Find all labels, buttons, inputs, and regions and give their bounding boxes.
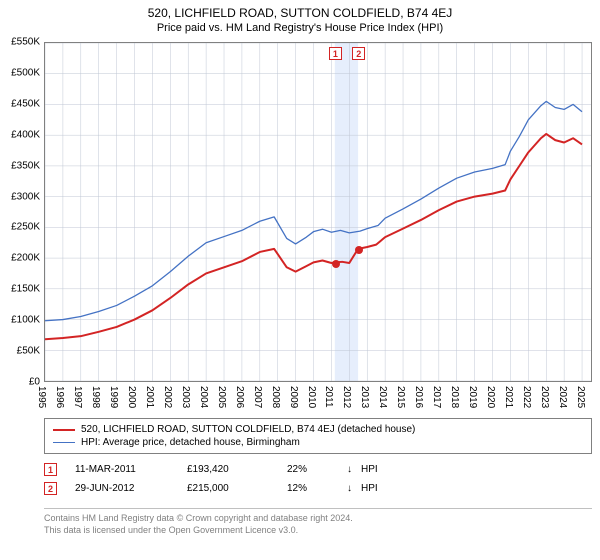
sale-pct: 22% bbox=[287, 464, 347, 475]
x-tick-label: 1998 bbox=[90, 386, 101, 408]
legend-label: 520, LICHFIELD ROAD, SUTTON COLDFIELD, B… bbox=[81, 424, 415, 435]
y-tick-label: £350K bbox=[11, 160, 40, 171]
x-tick-label: 2001 bbox=[144, 386, 155, 408]
sale-comparator: HPI bbox=[361, 483, 592, 494]
footnote-line: Contains HM Land Registry data © Crown c… bbox=[44, 513, 592, 525]
x-tick-label: 2003 bbox=[180, 386, 191, 408]
x-tick-label: 2007 bbox=[252, 386, 263, 408]
x-tick-label: 1999 bbox=[108, 386, 119, 408]
y-tick-label: £250K bbox=[11, 222, 40, 233]
x-tick-label: 2025 bbox=[575, 386, 586, 408]
legend-row: HPI: Average price, detached house, Birm… bbox=[53, 436, 583, 449]
sale-marker-box: 2 bbox=[352, 47, 365, 60]
x-tick-label: 2018 bbox=[449, 386, 460, 408]
sale-date: 11-MAR-2011 bbox=[57, 464, 187, 475]
footnote: Contains HM Land Registry data © Crown c… bbox=[44, 508, 592, 536]
plot: 12 bbox=[44, 42, 592, 382]
x-tick-label: 2020 bbox=[485, 386, 496, 408]
x-tick-label: 2023 bbox=[539, 386, 550, 408]
sale-comparator: HPI bbox=[361, 464, 592, 475]
legend-box: 520, LICHFIELD ROAD, SUTTON COLDFIELD, B… bbox=[44, 418, 592, 454]
legend-label: HPI: Average price, detached house, Birm… bbox=[81, 437, 300, 448]
x-tick-label: 2000 bbox=[126, 386, 137, 408]
legend-swatch bbox=[53, 442, 75, 443]
chart-title: 520, LICHFIELD ROAD, SUTTON COLDFIELD, B… bbox=[0, 6, 600, 20]
sale-marker-box: 1 bbox=[44, 463, 57, 476]
x-tick-label: 2008 bbox=[270, 386, 281, 408]
sale-info-row: 111-MAR-2011£193,42022%↓HPI bbox=[44, 460, 592, 479]
down-arrow-icon: ↓ bbox=[347, 483, 361, 494]
sale-marker-box: 2 bbox=[44, 482, 57, 495]
x-tick-label: 2019 bbox=[467, 386, 478, 408]
x-tick-label: 2010 bbox=[306, 386, 317, 408]
y-tick-label: £550K bbox=[11, 37, 40, 48]
x-tick-label: 2012 bbox=[341, 386, 352, 408]
x-tick-label: 2014 bbox=[377, 386, 388, 408]
x-tick-label: 2017 bbox=[431, 386, 442, 408]
y-tick-label: £50K bbox=[17, 346, 40, 357]
x-tick-label: 2004 bbox=[198, 386, 209, 408]
x-tick-label: 2006 bbox=[234, 386, 245, 408]
titles-block: 520, LICHFIELD ROAD, SUTTON COLDFIELD, B… bbox=[0, 0, 600, 34]
sale-info-row: 229-JUN-2012£215,00012%↓HPI bbox=[44, 479, 592, 498]
sale-point-dot bbox=[332, 260, 340, 268]
x-tick-label: 2013 bbox=[359, 386, 370, 408]
legend-row: 520, LICHFIELD ROAD, SUTTON COLDFIELD, B… bbox=[53, 423, 583, 436]
y-tick-label: £300K bbox=[11, 191, 40, 202]
x-axis: 1995199619971998199920002001200220032004… bbox=[44, 384, 592, 414]
legend-swatch bbox=[53, 429, 75, 431]
x-tick-label: 2009 bbox=[288, 386, 299, 408]
y-tick-label: £200K bbox=[11, 253, 40, 264]
y-tick-label: £400K bbox=[11, 129, 40, 140]
sale-pct: 12% bbox=[287, 483, 347, 494]
chart-container: 520, LICHFIELD ROAD, SUTTON COLDFIELD, B… bbox=[0, 0, 600, 560]
x-tick-label: 1997 bbox=[72, 386, 83, 408]
sale-price: £215,000 bbox=[187, 483, 287, 494]
sale-marker-box: 1 bbox=[329, 47, 342, 60]
x-tick-label: 1996 bbox=[54, 386, 65, 408]
x-tick-label: 1995 bbox=[36, 386, 47, 408]
sale-price: £193,420 bbox=[187, 464, 287, 475]
down-arrow-icon: ↓ bbox=[347, 464, 361, 475]
sale-date: 29-JUN-2012 bbox=[57, 483, 187, 494]
sale-point-dot bbox=[355, 246, 363, 254]
x-tick-label: 2021 bbox=[503, 386, 514, 408]
y-tick-label: £100K bbox=[11, 315, 40, 326]
plot-area: £0£50K£100K£150K£200K£250K£300K£350K£400… bbox=[0, 42, 600, 412]
footnote-line: This data is licensed under the Open Gov… bbox=[44, 525, 592, 537]
y-tick-label: £150K bbox=[11, 284, 40, 295]
y-tick-label: £450K bbox=[11, 98, 40, 109]
x-tick-label: 2022 bbox=[521, 386, 532, 408]
chart-subtitle: Price paid vs. HM Land Registry's House … bbox=[0, 22, 600, 34]
x-tick-label: 2002 bbox=[162, 386, 173, 408]
x-tick-label: 2015 bbox=[395, 386, 406, 408]
y-tick-label: £500K bbox=[11, 67, 40, 78]
x-tick-label: 2016 bbox=[413, 386, 424, 408]
plot-svg bbox=[45, 43, 591, 381]
x-tick-label: 2011 bbox=[323, 386, 334, 408]
x-tick-label: 2024 bbox=[557, 386, 568, 408]
y-axis: £0£50K£100K£150K£200K£250K£300K£350K£400… bbox=[0, 42, 42, 382]
sale-info-table: 111-MAR-2011£193,42022%↓HPI229-JUN-2012£… bbox=[44, 460, 592, 498]
x-tick-label: 2005 bbox=[216, 386, 227, 408]
